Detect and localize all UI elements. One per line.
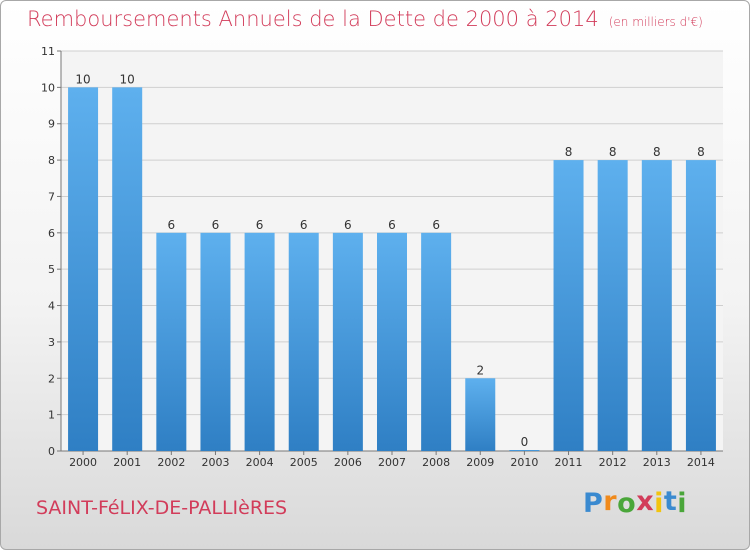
bar-value-label: 6	[388, 218, 396, 232]
logo-letter: o	[617, 488, 637, 519]
x-tick-label: 2005	[290, 456, 318, 469]
bar-value-label: 8	[609, 145, 617, 159]
logo-letter: i	[677, 488, 688, 519]
commune-name: SAINT-FéLIX-DE-PALLIèRES	[36, 497, 288, 519]
bar	[685, 160, 716, 451]
bar	[288, 232, 319, 451]
bar	[200, 232, 231, 451]
bar	[597, 160, 628, 451]
bar-value-label: 8	[697, 145, 705, 159]
unit-label: (en milliers d'€)	[608, 15, 703, 29]
bar	[112, 87, 143, 451]
bar-value-label: 6	[168, 218, 176, 232]
y-tick-label: 10	[41, 81, 55, 94]
x-tick-label: 2010	[510, 456, 538, 469]
x-tick-label: 2009	[466, 456, 494, 469]
bar-value-label: 2	[476, 363, 484, 377]
y-tick-label: 6	[48, 227, 55, 240]
bar-value-label: 10	[75, 72, 90, 86]
y-tick-label: 8	[48, 154, 55, 167]
x-tick-label: 2012	[599, 456, 627, 469]
x-tick-label: 2007	[378, 456, 406, 469]
logo-letter: P	[583, 488, 604, 519]
y-tick-label: 3	[48, 336, 55, 349]
y-tick-label: 7	[48, 190, 55, 203]
bar	[421, 232, 452, 451]
bar	[156, 232, 187, 451]
bar-value-label: 6	[432, 218, 440, 232]
bar	[377, 232, 407, 451]
y-tick-label: 5	[48, 263, 55, 276]
logo-letter: r	[603, 486, 618, 517]
chart-title-text: Remboursements Annuels de la Dette de 20…	[27, 7, 599, 31]
y-tick-label: 4	[48, 300, 55, 313]
x-tick-label: 2003	[201, 456, 229, 469]
bar	[465, 378, 496, 451]
x-tick-label: 2004	[246, 456, 274, 469]
bar	[68, 87, 99, 451]
logo-letter: x	[636, 486, 655, 517]
bar	[509, 450, 540, 451]
x-tick-label: 2008	[422, 456, 450, 469]
bar-value-label: 10	[120, 72, 135, 86]
logo-letter: t	[663, 486, 678, 517]
x-tick-label: 2002	[157, 456, 185, 469]
bar	[641, 160, 672, 451]
y-tick-label: 2	[48, 372, 55, 385]
bar	[553, 160, 584, 451]
proxiti-logo: Proxiti	[583, 486, 688, 519]
y-tick-label: 9	[48, 118, 55, 131]
bar-value-label: 6	[256, 218, 264, 232]
bar-value-label: 6	[344, 218, 352, 232]
x-tick-label: 2011	[555, 456, 583, 469]
y-tick-label: 11	[41, 45, 55, 58]
chart-title: Remboursements Annuels de la Dette de 20…	[27, 7, 703, 31]
y-tick-label: 1	[48, 409, 55, 422]
bar	[244, 232, 275, 451]
bar-value-label: 8	[653, 145, 661, 159]
y-tick-label: 0	[48, 445, 55, 458]
x-tick-label: 2006	[334, 456, 362, 469]
x-tick-label: 2001	[113, 456, 141, 469]
bar-value-label: 6	[212, 218, 220, 232]
x-tick-label: 2000	[69, 456, 97, 469]
bar-value-label: 6	[300, 218, 308, 232]
bar	[332, 232, 363, 451]
logo-letter: i	[654, 488, 664, 519]
x-tick-label: 2013	[643, 456, 671, 469]
x-tick-label: 2014	[687, 456, 715, 469]
bar-value-label: 0	[521, 435, 529, 449]
bar-value-label: 8	[565, 145, 573, 159]
